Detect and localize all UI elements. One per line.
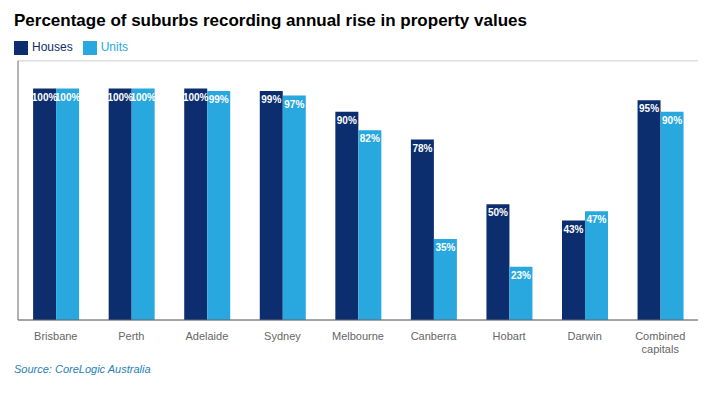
svg-text:90%: 90% [337,115,357,126]
html-text:Percentage of suburbs recordin: Percentage of suburbs recording annual r… [14,11,527,30]
svg-text:100%: 100% [55,92,81,103]
svg-text:Brisbane: Brisbane [34,330,77,342]
svg-text:90%: 90% [662,115,682,126]
svg-text:Perth: Perth [118,330,144,342]
svg-text:99%: 99% [261,94,281,105]
svg-text:35%: 35% [435,242,455,253]
html-text:Source: CoreLogic Australia: Source: CoreLogic Australia [14,363,151,375]
svg-text:Melbourne: Melbourne [332,330,384,342]
html-text:Units: Units [100,40,128,54]
svg-text:78%: 78% [412,143,432,154]
svg-text:Hobart: Hobart [493,330,526,342]
svg-text:97%: 97% [284,99,304,110]
svg-text:23%: 23% [511,270,531,281]
svg-text:Canberra: Canberra [411,330,458,342]
svg-text:100%: 100% [107,92,133,103]
svg-text:47%: 47% [586,214,606,225]
svg-text:100%: 100% [130,92,156,103]
svg-text:Sydney: Sydney [264,330,301,342]
svg-text:43%: 43% [563,224,583,235]
svg-text:Darwin: Darwin [568,330,602,342]
svg-text:100%: 100% [32,92,58,103]
svg-text:50%: 50% [488,207,508,218]
svg-text:Adelaide: Adelaide [185,330,228,342]
svg-text:99%: 99% [209,94,229,105]
svg-text:82%: 82% [360,133,380,144]
html-text:Houses: Houses [32,40,73,54]
svg-text:100%: 100% [183,92,209,103]
svg-text:Combinedcapitals: Combinedcapitals [635,330,685,355]
svg-text:95%: 95% [639,103,659,114]
